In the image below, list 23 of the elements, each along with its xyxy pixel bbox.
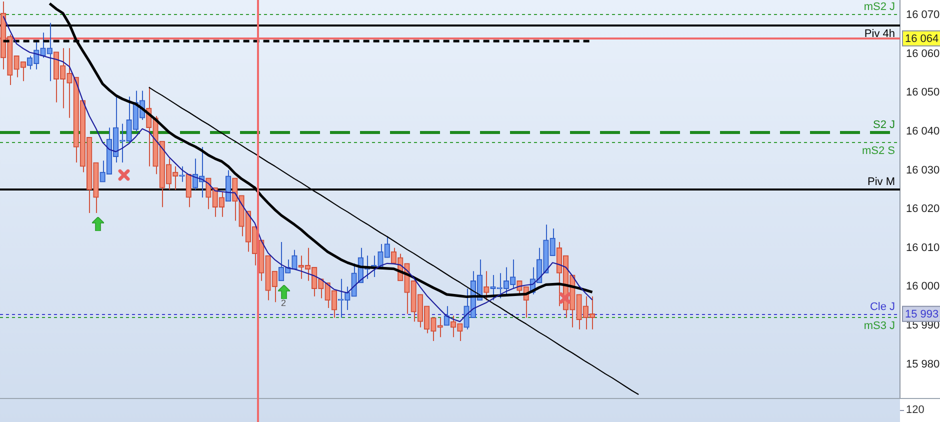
text: 120 [906, 404, 924, 416]
ref-line-label: Piv 4h [864, 28, 895, 40]
annotation: 2 [281, 298, 286, 308]
ref-line-label: Piv M [868, 176, 895, 188]
candlestick [484, 270, 490, 301]
annotation: 15 993 [905, 308, 939, 320]
ref-line-label: mS2 S [862, 145, 895, 158]
ref-line-label: Cle J [870, 301, 895, 314]
y-tick-label: 16 040 [906, 126, 940, 138]
ref-line-label: mS3 J [864, 320, 895, 332]
y-tick-label: 16 050 [906, 86, 940, 99]
y-tick-label: 15 980 [906, 358, 940, 370]
candlestick [186, 174, 192, 208]
y-tick-label: 16 060 [906, 48, 940, 60]
y-tick-label: 16 030 [906, 164, 940, 176]
ref-line-label: mS2 J [864, 1, 895, 14]
candlestick [444, 306, 450, 326]
y-tick-label: 16 000 [906, 280, 940, 293]
ref-line-label: S2 J [872, 119, 895, 132]
y-tick-label: 16 010 [906, 242, 940, 254]
y-tick-label: 16 020 [906, 203, 940, 216]
y-tick-label: 16 070 [906, 9, 940, 22]
annotation: 16 064 [905, 32, 939, 45]
